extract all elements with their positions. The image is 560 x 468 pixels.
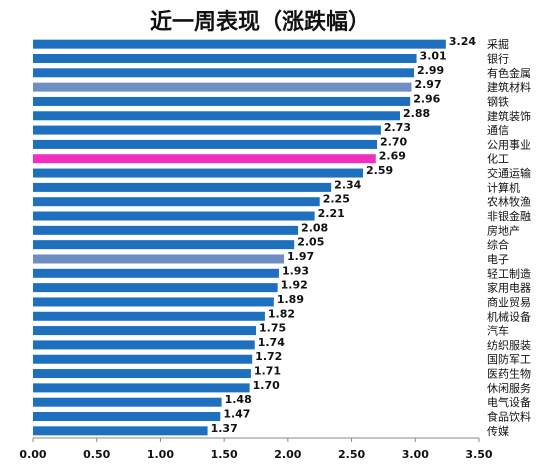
bar-value-label: 1.74 [258,336,285,349]
bar-value-label: 2.08 [301,221,328,234]
bar-value-label: 2.05 [297,236,324,249]
category-label: 商业贸易 [487,295,531,309]
category-label: 汽车 [487,324,509,338]
bar-value-label: 1.48 [225,393,252,406]
bar-value-label: 2.97 [414,78,441,91]
category-label: 通信 [487,124,509,137]
bar-value-label: 1.93 [282,264,309,277]
category-label: 农林牧渔 [487,195,531,209]
bar-value-label: 2.59 [366,164,393,177]
category-label: 房地产 [487,223,520,237]
bar [33,68,415,78]
category-label: 计算机 [487,180,520,194]
bar [33,369,251,379]
bar [33,412,221,422]
bar [33,254,285,264]
x-tick-label: 1.50 [211,448,238,461]
category-label: 电子 [487,253,509,266]
category-label: 银行 [487,51,509,65]
bar [33,197,320,207]
category-label: 采掘 [487,37,509,51]
bar [33,111,400,121]
bar [33,297,274,307]
bar [33,39,446,49]
category-label: 非银金融 [487,209,531,223]
bar [33,383,250,393]
category-label: 交通运输 [487,166,531,180]
bar-value-label: 2.34 [334,178,361,191]
category-label: 医药生物 [487,367,531,381]
bar [33,311,265,321]
bar [33,426,208,436]
x-tick-label: 0.50 [83,448,110,461]
chart-title: 近一周表现（涨跌幅） [149,10,370,35]
bar-value-label: 2.96 [413,92,440,105]
category-label: 钢铁 [487,95,509,108]
bar-value-label: 1.71 [254,365,281,378]
bar-value-label: 3.01 [420,49,447,62]
bar-value-label: 2.25 [323,193,350,206]
category-label: 公用事业 [487,138,531,151]
bar [33,154,376,164]
bar [33,125,381,135]
category-label: 国防军工 [487,352,531,366]
bar [33,96,411,106]
category-label: 食品饮料 [487,410,531,424]
bar-value-label: 1.70 [253,379,280,392]
bar-value-label: 2.88 [403,107,430,120]
x-tick-label: 0.00 [19,448,46,461]
category-label: 机械设备 [487,309,531,323]
category-label: 纺织服装 [487,338,531,352]
bar [33,326,256,336]
x-tick-label: 2.50 [338,448,365,461]
bar [33,168,364,178]
bar [33,283,278,293]
bar-value-label: 2.73 [384,121,411,134]
bar-value-label: 2.21 [318,207,345,220]
bar-value-label: 1.47 [223,408,250,421]
category-label: 轻工制造 [487,266,531,280]
category-label: 电气设备 [487,395,531,409]
category-label: 综合 [487,238,509,252]
bar [33,340,255,350]
category-label: 传媒 [487,425,509,438]
bar [33,82,412,92]
category-label: 有色金属 [487,66,531,80]
category-label: 建筑材料 [487,80,531,94]
x-tick-label: 1.00 [147,448,174,461]
bar [33,211,315,221]
category-label: 化工 [487,152,509,166]
bar [33,268,279,278]
bar-value-label: 1.92 [281,279,308,292]
bar-value-label: 1.97 [287,250,314,263]
bar-value-label: 2.70 [380,135,407,148]
x-tick-label: 2.00 [274,448,301,461]
x-tick-label: 3.50 [465,448,492,461]
bar [33,225,299,235]
bar-value-label: 1.75 [259,322,286,335]
bar-value-label: 1.72 [255,350,282,363]
bar-value-label: 1.82 [268,307,295,320]
bar-value-label: 2.99 [417,64,444,77]
bar [33,397,222,407]
bar [33,240,295,250]
bar-value-label: 1.89 [277,293,304,306]
category-label: 建筑装饰 [487,109,531,123]
bar [33,182,332,192]
bar-value-label: 2.69 [379,150,406,163]
x-tick-label: 3.00 [402,448,429,461]
bar-value-label: 3.24 [449,35,476,48]
category-label: 休闲服务 [487,381,531,395]
category-label: 家用电器 [487,281,531,295]
bar-value-label: 1.37 [211,422,238,435]
bar [33,354,253,364]
bar [33,53,417,63]
bar [33,139,378,149]
